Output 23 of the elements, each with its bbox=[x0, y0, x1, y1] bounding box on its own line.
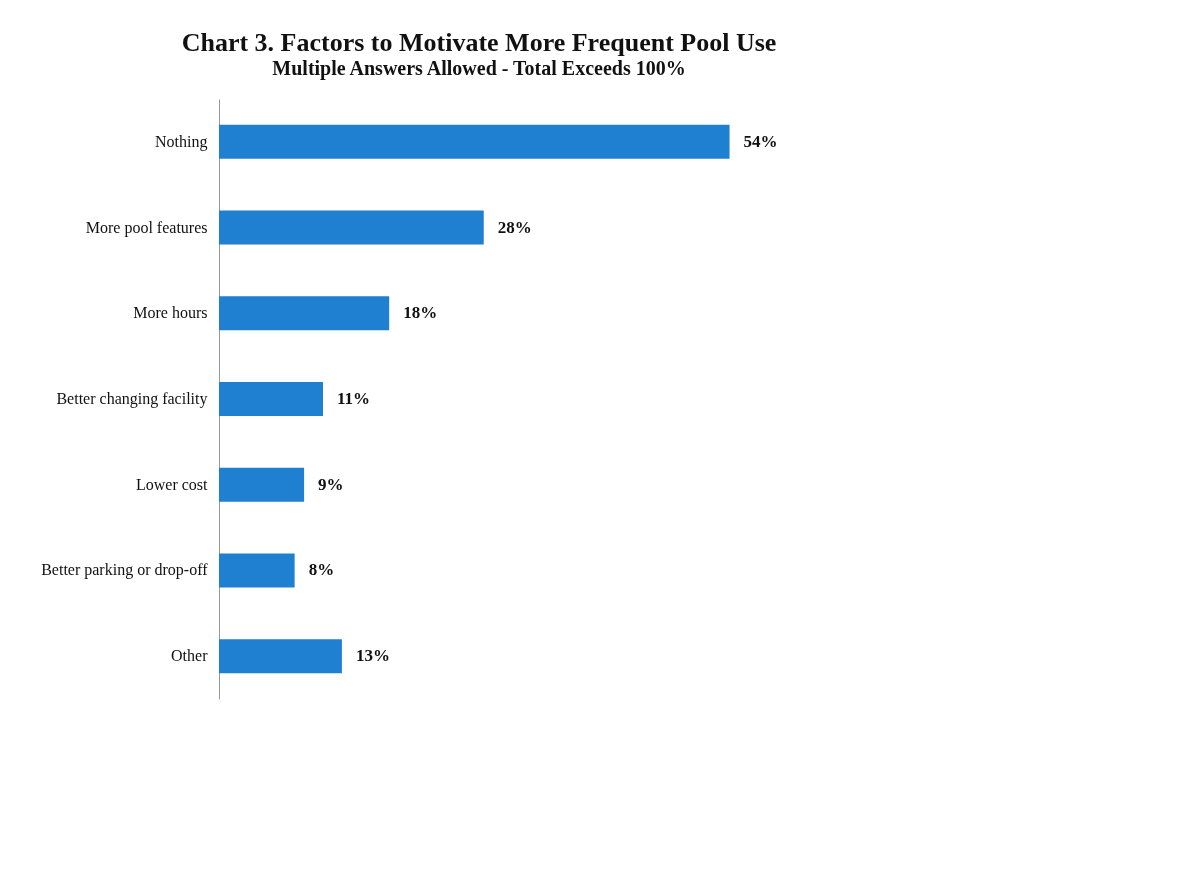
bar bbox=[219, 296, 390, 331]
y-tick-label: Lower cost bbox=[135, 475, 209, 493]
data-label: 11% bbox=[337, 389, 371, 408]
bar bbox=[219, 210, 484, 245]
bar bbox=[219, 639, 342, 674]
bar bbox=[219, 553, 295, 588]
data-label: 13% bbox=[355, 646, 390, 666]
bar bbox=[219, 467, 305, 502]
y-tick-label: Better changing facility bbox=[56, 390, 208, 408]
data-label: 18% bbox=[403, 303, 438, 323]
y-tick-label: More hours bbox=[133, 304, 208, 322]
data-label: 9% bbox=[318, 474, 344, 494]
chart-title: Chart 3. Factors to Motivate More Frequent Pool Use bbox=[181, 28, 777, 57]
data-label: 8% bbox=[308, 560, 335, 580]
y-tick-label: More pool features bbox=[85, 218, 208, 237]
y-tick-label: Other bbox=[171, 647, 209, 665]
y-tick-label: Better parking or drop-off bbox=[41, 561, 209, 580]
data-label: 54% bbox=[743, 131, 778, 151]
bar bbox=[219, 124, 730, 159]
chart-subtitle: Multiple Answers Allowed - Total Exceeds 100% bbox=[272, 57, 686, 80]
data-label: 28% bbox=[497, 217, 532, 237]
bar bbox=[219, 382, 323, 416]
y-tick-label: Nothing bbox=[155, 132, 208, 151]
